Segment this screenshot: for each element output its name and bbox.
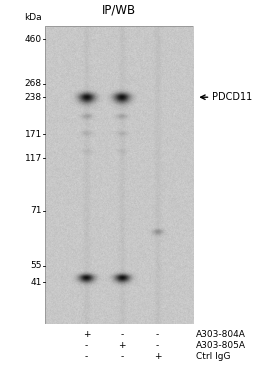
Text: 71: 71 — [30, 206, 42, 215]
Text: +: + — [118, 341, 126, 350]
Text: 41: 41 — [30, 278, 42, 287]
Text: -: - — [85, 352, 88, 361]
Text: +: + — [154, 352, 161, 361]
Text: A303-805A: A303-805A — [196, 341, 246, 350]
Text: 268: 268 — [25, 79, 42, 88]
Text: -: - — [120, 352, 124, 361]
Text: 55: 55 — [30, 261, 42, 270]
Text: 117: 117 — [25, 154, 42, 163]
Text: A303-804A: A303-804A — [196, 330, 246, 339]
Text: -: - — [156, 341, 159, 350]
Text: PDCD11: PDCD11 — [212, 92, 252, 102]
Text: 460: 460 — [25, 34, 42, 44]
Text: IP/WB: IP/WB — [102, 3, 136, 16]
Text: kDa: kDa — [24, 13, 42, 22]
Text: +: + — [83, 330, 90, 339]
Text: -: - — [156, 330, 159, 339]
Text: -: - — [85, 341, 88, 350]
Text: Ctrl IgG: Ctrl IgG — [196, 352, 230, 361]
Text: 171: 171 — [25, 130, 42, 139]
Text: -: - — [120, 330, 124, 339]
Text: 238: 238 — [25, 93, 42, 102]
